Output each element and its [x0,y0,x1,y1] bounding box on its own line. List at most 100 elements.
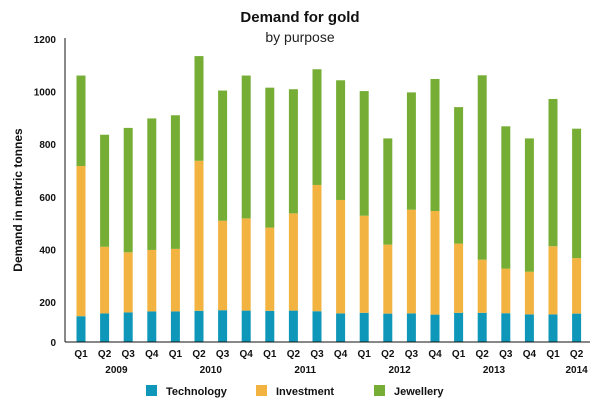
bar-technology-13 [383,313,393,342]
x-tick-label: Q1 [263,349,277,360]
legend-label: Technology [166,386,228,398]
bar-investment-21 [572,258,582,314]
bar-technology-10 [312,311,322,342]
bar-technology-12 [359,312,369,342]
bar-investment-15 [430,211,440,315]
bar-investment-0 [76,166,86,317]
bar-technology-7 [241,310,251,342]
bar-jewellery-17 [477,75,487,260]
bar-jewellery-9 [288,89,298,214]
bar-investment-20 [548,246,558,315]
bar-investment-1 [100,246,110,314]
bar-technology-19 [524,314,534,342]
bar-jewellery-13 [383,138,393,245]
bar-technology-3 [147,311,157,342]
bar-jewellery-18 [501,126,511,269]
bar-jewellery-11 [336,80,346,200]
bar-technology-11 [336,313,346,342]
bar-investment-8 [265,227,275,311]
x-tick-label: Q4 [523,349,537,360]
bar-jewellery-20 [548,98,558,247]
bar-jewellery-3 [147,118,157,250]
bar-technology-20 [548,314,558,342]
bar-investment-4 [170,248,180,312]
bar-technology-17 [477,312,487,342]
x-tick-label: Q1 [74,349,88,360]
bar-investment-9 [288,213,298,311]
bar-technology-21 [572,313,582,342]
bar-investment-14 [406,209,416,314]
bar-jewellery-4 [170,115,180,249]
x-tick-label: Q2 [192,349,206,360]
chart-subtitle: by purpose [265,29,334,45]
bar-technology-15 [430,314,440,342]
bar-technology-5 [194,310,204,342]
bar-jewellery-10 [312,69,322,185]
year-label: 2012 [388,365,411,376]
legend-label: Investment [276,386,334,398]
y-tick-label: 0 [50,338,56,349]
bar-jewellery-8 [265,87,275,228]
bar-investment-11 [336,199,346,314]
bar-technology-14 [406,313,416,342]
bar-investment-2 [123,252,133,313]
bar-investment-17 [477,259,487,313]
chart-title: Demand for gold [240,9,359,26]
year-label: 2009 [105,365,128,376]
bar-jewellery-15 [430,78,440,212]
bar-technology-0 [76,316,86,342]
x-tick-label: Q2 [381,349,395,360]
y-tick-label: 1000 [34,88,57,99]
x-axis-ticks: Q1 Q2 Q3 Q4 Q1 Q2 Q3 Q4 Q1 Q2 Q3 Q4 Q1 Q2 Q3 Q4 Q1 Q2 Q3 Q4… [74,349,588,376]
bar-technology-8 [265,310,275,342]
bar-investment-6 [218,220,228,311]
x-tick-label: Q2 [287,349,301,360]
bar-technology-9 [288,310,298,342]
bar-investment-16 [454,243,464,313]
bar-jewellery-0 [76,75,86,167]
bar-technology-1 [100,313,110,342]
bar-technology-4 [170,311,180,342]
bar-investment-3 [147,249,157,312]
bar-investment-13 [383,244,393,314]
bar-investment-5 [194,160,204,311]
x-tick-label: Q1 [169,349,183,360]
x-tick-label: Q3 [216,349,230,360]
x-tick-label: Q1 [546,349,560,360]
year-label: 2013 [483,365,506,376]
x-tick-label: Q2 [570,349,584,360]
bar-technology-2 [123,312,133,342]
year-label: 2011 [294,365,316,376]
x-tick-label: Q4 [145,349,159,360]
year-label: 2014 [565,365,588,376]
y-tick-label: 400 [39,245,56,256]
bar-investment-19 [524,271,534,315]
x-tick-label: Q2 [98,349,112,360]
bar-technology-6 [218,310,228,342]
y-axis-ticks: 0 200 400 600 800 1000 1200 [34,35,57,349]
legend-swatch-technology [146,385,157,396]
bar-investment-10 [312,184,322,312]
y-tick-label: 1200 [34,35,57,46]
y-axis-label: Demand in metric tonnes [11,128,25,272]
bar-jewellery-1 [100,134,110,247]
x-tick-label: Q3 [405,349,419,360]
bar-jewellery-16 [454,107,464,244]
y-tick-label: 200 [39,298,56,309]
bar-investment-18 [501,268,511,314]
x-tick-label: Q3 [122,349,136,360]
y-tick-label: 600 [39,193,56,204]
legend-swatch-jewellery [374,385,385,396]
bar-jewellery-7 [241,75,251,219]
x-tick-label: Q4 [334,349,348,360]
x-tick-label: Q1 [452,349,466,360]
bar-jewellery-21 [572,128,582,259]
x-tick-label: Q4 [428,349,442,360]
x-tick-label: Q4 [240,349,254,360]
bar-investment-12 [359,215,369,313]
x-tick-label: Q3 [499,349,513,360]
bar-investment-7 [241,218,251,311]
x-tick-label: Q3 [310,349,324,360]
bar-technology-16 [454,312,464,342]
bar-jewellery-5 [194,56,204,161]
